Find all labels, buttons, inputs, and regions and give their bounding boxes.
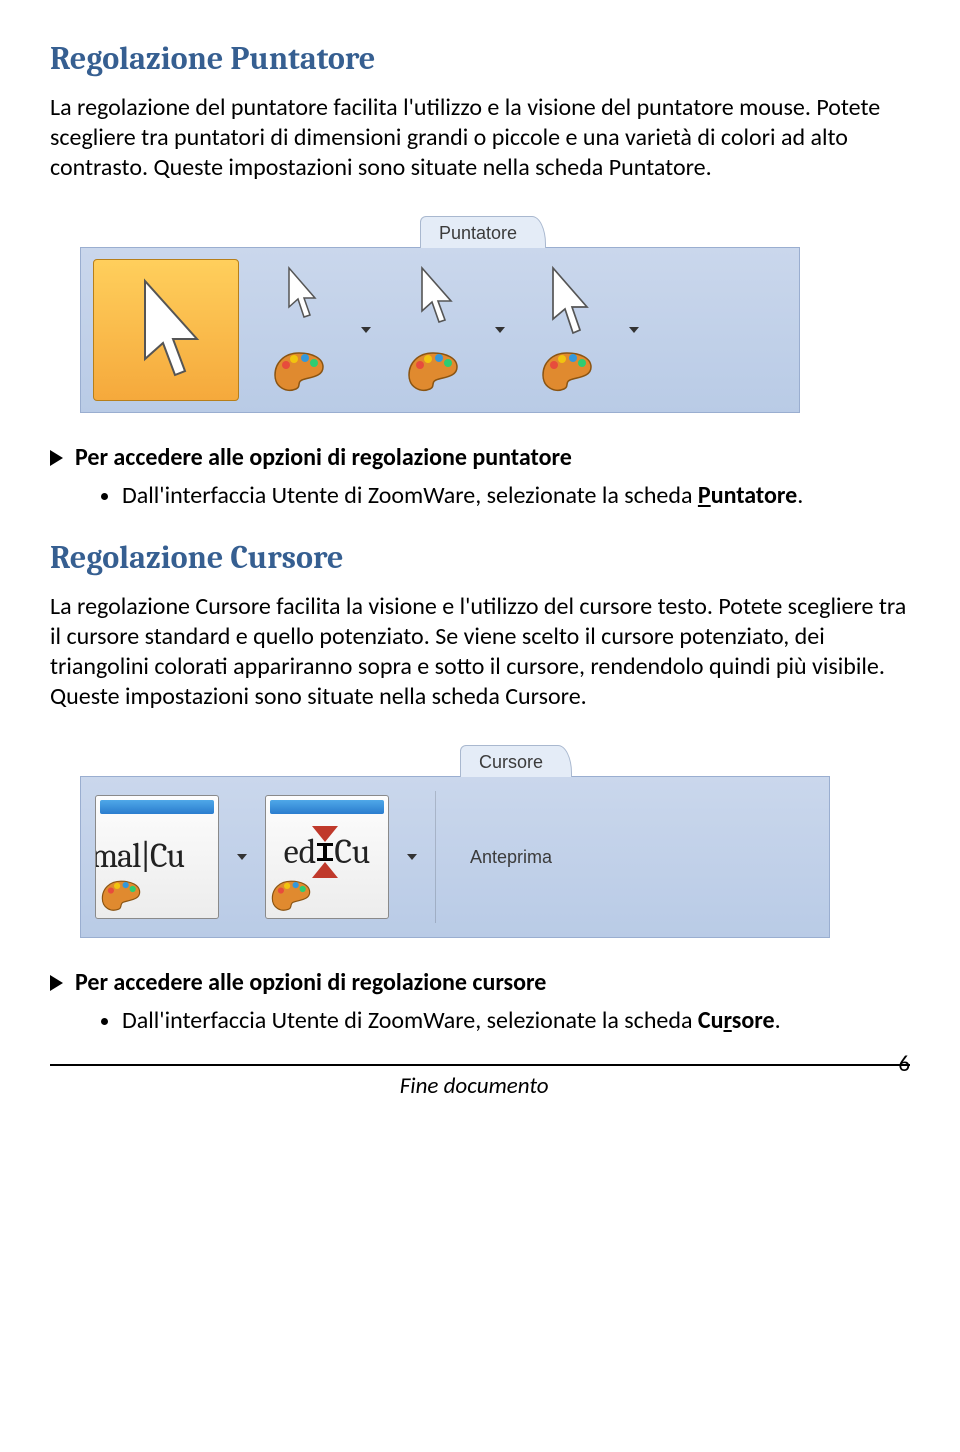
anteprima-label: Anteprima [470,847,552,868]
page-number: 6 [898,1050,910,1078]
footer-center-text: Fine documento [400,1072,549,1100]
step-list-puntatore: Dall'interfaccia Utente di ZoomWare, sel… [122,480,910,511]
thumb-titlebar [270,800,384,814]
dropdown-caret-icon[interactable] [627,326,641,334]
tab-strip: Puntatore [80,207,800,247]
palette-icon [406,349,460,395]
palette-icon [540,349,594,395]
separator [435,791,436,923]
thumb-text-normal: rmal|Cu [95,836,184,876]
dropdown-caret-icon[interactable] [403,853,421,861]
palette-icon [272,349,326,395]
dropdown-caret-icon[interactable] [493,326,507,334]
palette-icon [270,878,312,914]
pointer-color-option[interactable] [517,259,617,401]
ibeam-cursor-icon [323,843,327,861]
dropdown-caret-icon[interactable] [359,326,373,334]
tab-puntatore[interactable]: Puntatore [420,216,546,248]
thumb-titlebar [100,800,214,814]
ribbon-cursore: rmal|Cu ced|Cu [80,776,830,938]
paragraph-cursore: La regolazione Cursore facilita la visio… [50,592,910,712]
cursor-arrow-small-icon [279,265,319,321]
cursor-normal-option[interactable]: rmal|Cu [95,795,219,919]
cursor-enhanced-option[interactable]: ced|Cu ed Cu [265,795,389,919]
step-list-cursore: Dall'interfaccia Utente di ZoomWare, sel… [122,1005,910,1036]
triangle-bullet-icon [50,975,63,991]
triangle-bullet-icon [50,450,63,466]
dropdown-caret-icon[interactable] [233,853,251,861]
cursor-arrow-large2-icon [541,265,593,337]
step-heading-puntatore: Per accedere alle opzioni di regolazione… [50,443,910,472]
pointer-small-option[interactable] [249,259,349,401]
step-heading-cursore: Per accedere alle opzioni di regolazione… [50,968,910,997]
cursor-arrow-normal-icon [411,265,455,327]
cursor-arrow-large-icon [127,275,205,385]
figure-cursore-ribbon: Cursore rmal|Cu ced [80,736,830,938]
tab-cursore[interactable]: Cursore [460,745,572,777]
paragraph-puntatore: La regolazione del puntatore facilita l'… [50,93,910,183]
pointer-large-option[interactable] [93,259,239,401]
page-footer: Fine documento 6 [50,1064,910,1100]
pointer-normal-option[interactable] [383,259,483,401]
tab-strip: Cursore [80,736,830,776]
step-item: Dall'interfaccia Utente di ZoomWare, sel… [122,480,910,511]
ribbon-puntatore [80,247,800,413]
palette-icon [100,878,142,914]
figure-puntatore-ribbon: Puntatore [80,207,800,413]
triangle-up-icon [312,862,338,878]
triangle-down-icon [312,826,338,842]
heading-cursore: Regolazione Cursore [50,539,910,576]
heading-puntatore: Regolazione Puntatore [50,40,910,77]
step-item: Dall'interfaccia Utente di ZoomWare, sel… [122,1005,910,1036]
